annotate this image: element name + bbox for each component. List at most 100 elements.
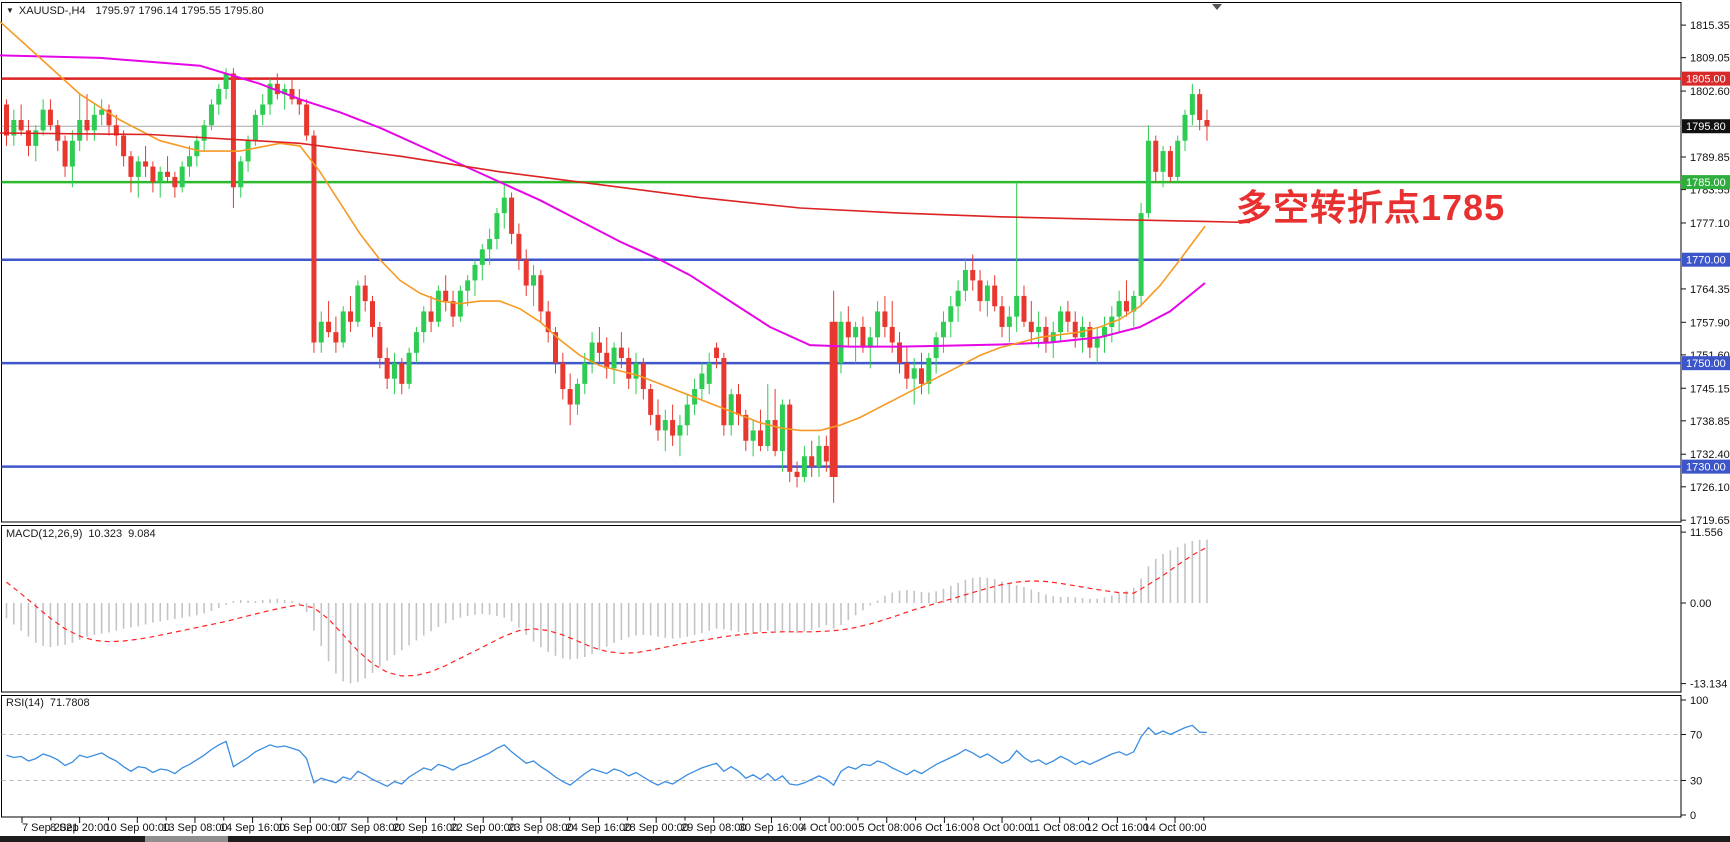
candle [1021, 295, 1027, 322]
macd-bar [1045, 594, 1047, 603]
candle [84, 120, 90, 131]
candle [216, 88, 222, 105]
macd-bar [422, 603, 425, 636]
candle [589, 342, 595, 364]
rsi-value: 71.7808 [49, 697, 90, 709]
macd-bar [408, 603, 410, 646]
price-scale[interactable]: 1815.351809.051802.601789.851783.551777.… [1681, 20, 1730, 527]
macd-bar [591, 603, 593, 654]
price-tick-label: 1802.60 [1690, 86, 1730, 98]
time-label: 28 Sep 00:00 [623, 822, 688, 834]
candle [406, 352, 412, 384]
candle [33, 130, 39, 146]
macd-bar [854, 603, 857, 616]
candle [391, 363, 397, 379]
candle [596, 342, 602, 353]
candle [1102, 326, 1107, 338]
candle [787, 404, 793, 472]
time-label: 7 Sep 2021 [22, 822, 78, 834]
candle [772, 420, 778, 452]
macd-bar [503, 603, 506, 618]
macd-bar [840, 603, 842, 626]
symbol-dropdown-icon[interactable]: ▼ [6, 6, 14, 15]
macd-bar [42, 603, 44, 646]
candle [62, 140, 68, 167]
macd-bar [327, 603, 330, 662]
macd-bar [1008, 583, 1011, 603]
candle [1116, 301, 1122, 317]
macd-bar [181, 603, 183, 618]
macd-bar [920, 591, 923, 603]
macd-bar [137, 603, 140, 627]
candle [245, 140, 251, 162]
price-tick-label: 1738.85 [1690, 416, 1730, 428]
candle [172, 176, 178, 188]
macd-bar [144, 603, 147, 625]
candle [845, 321, 851, 338]
time-label: 30 Sep 16:00 [739, 822, 804, 834]
candle [340, 311, 346, 343]
indicator-scales[interactable]: 11.556 0.00 -13.134 100 70 30 0 [1681, 527, 1727, 822]
macd-bar [452, 603, 454, 621]
symbol-timeframe-label: XAUUSD-,H4 [18, 5, 86, 17]
price-badge-label: 1785.00 [1686, 177, 1726, 189]
macd-bar [291, 601, 293, 603]
candle [911, 368, 917, 379]
macd-signal-line [6, 546, 1208, 677]
macd-bar [1074, 597, 1077, 603]
macd-bar [525, 603, 528, 635]
time-label: 5 Oct 08:00 [858, 822, 915, 834]
candle [472, 264, 478, 281]
candle [604, 352, 610, 369]
candle [648, 389, 654, 415]
macd-bar [1206, 539, 1208, 603]
candle [640, 363, 646, 390]
macd-bar [986, 577, 989, 603]
candle [853, 326, 859, 338]
macd-bar [379, 603, 381, 667]
macd-bar [693, 603, 696, 635]
macd-bar [56, 603, 59, 646]
price-badge-label: 1795.80 [1686, 121, 1726, 133]
price-tick-label: 1777.10 [1690, 218, 1730, 230]
macd-bar [598, 603, 601, 651]
candle [355, 285, 361, 322]
time-label: 29 Sep 08:00 [681, 822, 746, 834]
candle [1123, 301, 1129, 312]
candle [128, 156, 134, 177]
candle [1138, 213, 1144, 296]
candle [326, 321, 332, 333]
macd-histogram [5, 539, 1208, 684]
candle [611, 347, 617, 369]
macd-bar [174, 603, 176, 619]
chart-shift-marker-icon[interactable] [1212, 4, 1222, 10]
annotation-text[interactable]: 多空转折点1785 [1236, 187, 1506, 228]
macd-bar [1169, 550, 1172, 603]
macd-bar [5, 603, 8, 619]
candle [479, 249, 485, 265]
macd-bar [547, 603, 549, 653]
candle [4, 104, 9, 136]
candle [714, 347, 720, 358]
time-label: 12 Oct 16:00 [1086, 822, 1149, 834]
time-label: 16 Sep 00:00 [278, 822, 343, 834]
macd-bar [1052, 596, 1055, 603]
candle [1006, 316, 1012, 327]
rsi-scale-label: 30 [1690, 776, 1702, 788]
candle [684, 404, 690, 426]
candle [560, 363, 566, 390]
macd-bar [298, 603, 301, 604]
macd-bar [400, 603, 403, 651]
candle [829, 321, 838, 477]
candle [867, 337, 873, 348]
candle [238, 161, 244, 188]
symbol-ohlc-values: 1795.97 1796.14 1795.55 1795.80 [95, 5, 264, 17]
macd-scale-label: -13.134 [1690, 679, 1727, 691]
candle [699, 373, 705, 390]
macd-bar [320, 603, 323, 646]
macd-bar [1125, 590, 1128, 603]
macd-bar [78, 603, 81, 640]
candle [531, 275, 537, 286]
